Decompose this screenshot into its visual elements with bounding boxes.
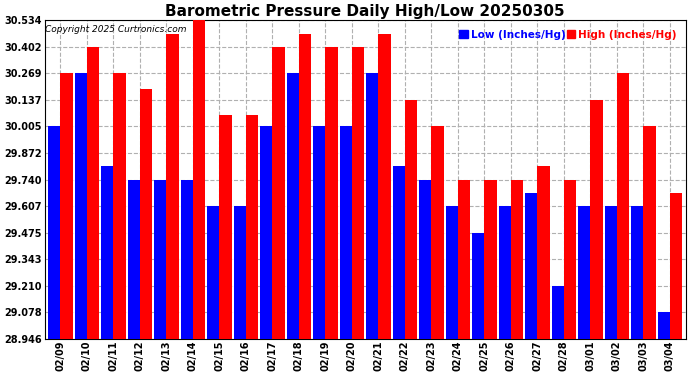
Bar	[499, 206, 511, 339]
Bar	[246, 116, 258, 339]
Bar	[420, 180, 431, 339]
Bar	[564, 180, 576, 339]
Bar	[525, 193, 538, 339]
Bar	[260, 126, 273, 339]
Bar	[446, 206, 458, 339]
Bar	[538, 166, 550, 339]
Bar	[352, 47, 364, 339]
Bar	[61, 74, 72, 339]
Bar	[166, 34, 179, 339]
Bar	[101, 166, 113, 339]
Bar	[273, 47, 285, 339]
Bar	[299, 34, 311, 339]
Bar	[405, 100, 417, 339]
Bar	[658, 312, 670, 339]
Bar	[578, 206, 591, 339]
Bar	[87, 47, 99, 339]
Bar	[234, 206, 246, 339]
Bar	[472, 233, 484, 339]
Bar	[631, 206, 644, 339]
Bar	[339, 126, 352, 339]
Bar	[287, 74, 299, 339]
Bar	[366, 74, 378, 339]
Bar	[670, 193, 682, 339]
Bar	[193, 20, 205, 339]
Bar	[75, 74, 87, 339]
Title: Barometric Pressure Daily High/Low 20250305: Barometric Pressure Daily High/Low 20250…	[166, 4, 565, 19]
Bar	[155, 180, 166, 339]
Bar	[552, 286, 564, 339]
Bar	[313, 126, 326, 339]
Bar	[181, 180, 193, 339]
Bar	[484, 180, 497, 339]
Text: Copyright 2025 Curtronics.com: Copyright 2025 Curtronics.com	[46, 25, 187, 34]
Bar	[128, 180, 140, 339]
Bar	[140, 89, 152, 339]
Bar	[511, 180, 523, 339]
Bar	[644, 126, 655, 339]
Bar	[393, 166, 405, 339]
Bar	[604, 206, 617, 339]
Bar	[378, 34, 391, 339]
Bar	[431, 126, 444, 339]
Legend: Low (Inches/Hg), High (Inches/Hg): Low (Inches/Hg), High (Inches/Hg)	[455, 26, 680, 44]
Bar	[219, 116, 232, 339]
Bar	[48, 126, 61, 339]
Bar	[458, 180, 470, 339]
Bar	[591, 100, 602, 339]
Bar	[617, 74, 629, 339]
Bar	[207, 206, 219, 339]
Bar	[113, 74, 126, 339]
Bar	[326, 47, 337, 339]
